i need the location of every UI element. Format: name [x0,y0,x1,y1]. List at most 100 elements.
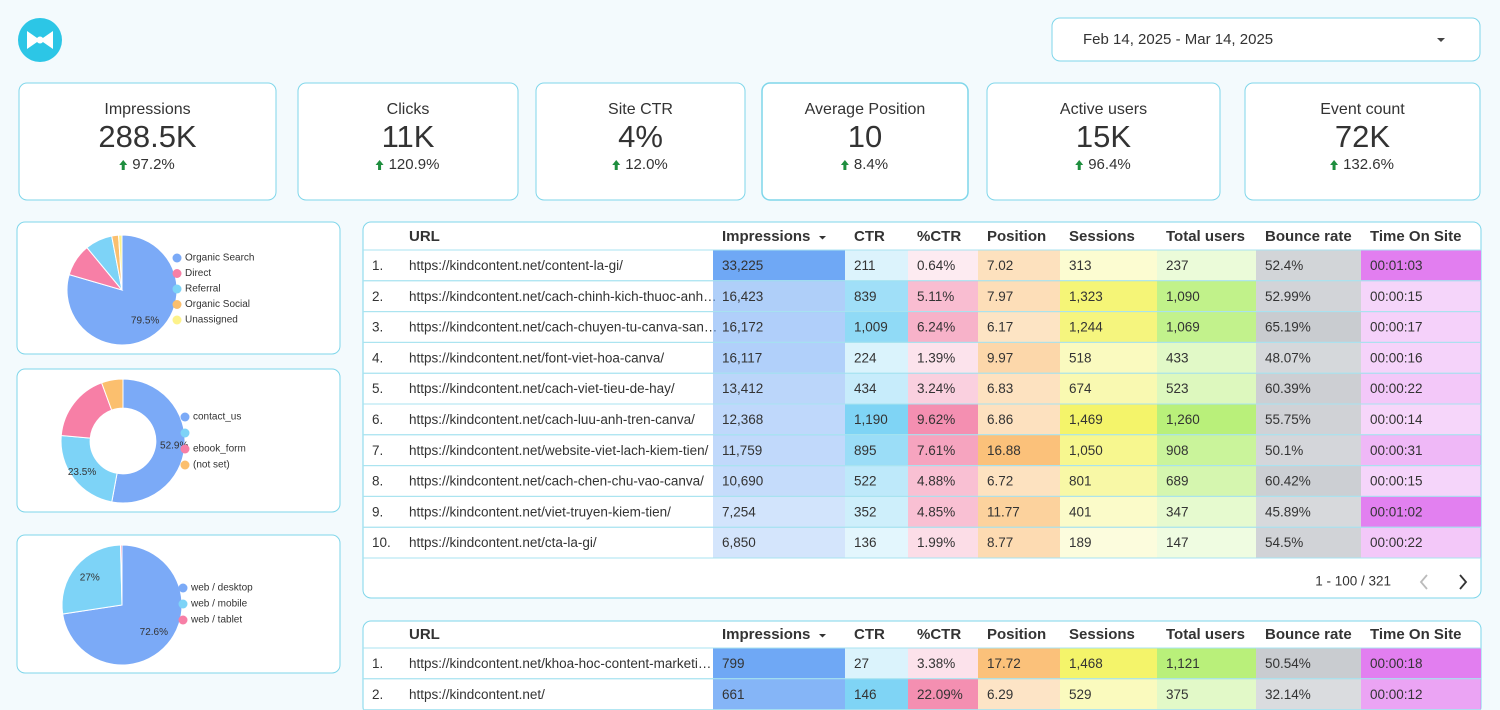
heat-cell [1157,648,1256,679]
kpi-label: Event count [1320,101,1405,118]
column-header[interactable]: Position [987,626,1046,643]
next-page[interactable] [1459,574,1468,590]
column-header[interactable]: %CTR [917,228,961,245]
legend-label: web / tablet [190,615,242,626]
legend-label: Referral [185,284,221,295]
metric-cell: 00:00:22 [1370,535,1423,550]
column-header[interactable]: Sessions [1069,228,1135,245]
pager: 1 - 100 / 321 [1315,574,1391,589]
metric-cell: 45.89% [1265,504,1311,519]
column-header[interactable]: Sessions [1069,626,1135,643]
row-index: 5. [372,381,383,396]
heat-cell [1256,342,1361,374]
metric-cell: 908 [1166,443,1189,458]
row-index: 6. [372,412,383,427]
column-header[interactable]: URL [409,626,440,643]
metric-cell: 6.17 [987,320,1013,335]
heat-cell [1157,465,1256,497]
heat-cell [845,404,908,435]
metric-cell: 60.42% [1265,474,1311,489]
row-index: 9. [372,504,383,519]
metric-cell: 33,225 [722,258,763,273]
legend-label: Direct [185,268,211,279]
up-arrow [1075,160,1084,170]
sort-arrow [819,634,826,638]
kpi-value: 11K [382,119,435,154]
legend-swatch [178,615,188,625]
row-index: 3. [372,320,383,335]
slice-label: 79.5% [131,315,159,326]
heat-cell [978,342,1060,374]
metric-cell: 9.97 [987,350,1013,365]
metric-cell: 1,121 [1166,656,1200,671]
heat-cell [908,434,978,466]
heat-cell [1256,250,1361,281]
legend-label: web / desktop [190,583,253,594]
heat-cell [1157,250,1256,281]
heat-cell [908,404,978,435]
heat-cell [978,527,1060,558]
column-header[interactable]: Time On Site [1370,626,1461,643]
heat-cell [1060,342,1157,374]
heat-cell [908,342,978,374]
metric-cell: 1.39% [917,350,955,365]
heat-cell [1060,404,1157,435]
row-index: 1. [372,258,383,273]
date-picker[interactable]: Feb 14, 2025 - Mar 14, 2025 [1051,17,1481,62]
heat-cell [978,678,1060,710]
column-header[interactable]: Impressions [722,626,810,643]
heat-cell [845,280,908,312]
heat-cell [1256,404,1361,435]
metric-cell: 6.72 [987,474,1013,489]
url-cell: https://kindcontent.net/cach-chuyen-tu-c… [409,320,717,335]
heat-cell [1256,678,1361,710]
metric-cell: 54.5% [1265,535,1303,550]
metric-cell: 7.02 [987,258,1013,273]
column-header[interactable]: URL [409,228,440,245]
column-header[interactable]: Total users [1166,228,1245,245]
heat-cell [1361,280,1481,312]
kpi-value: 15K [1076,119,1131,154]
heat-cell [978,280,1060,312]
pie-slice [119,544,123,606]
column-header[interactable]: Bounce rate [1265,228,1352,245]
heat-cell [1157,373,1256,404]
metric-cell: 1,260 [1166,412,1200,427]
up-arrow [375,160,384,170]
slice-label: 52.9% [160,440,188,451]
slice-label: 27% [80,573,100,584]
heat-cell [1256,373,1361,404]
legend-swatch [180,460,190,470]
column-header[interactable]: Total users [1166,626,1245,643]
url-cell: https://kindcontent.net/content-la-gi/ [409,258,623,273]
column-header[interactable]: Impressions [722,228,810,245]
column-header[interactable]: CTR [854,626,885,643]
metric-cell: 1,323 [1069,289,1103,304]
metric-cell: 1,069 [1166,320,1200,335]
date-range[interactable]: Feb 14, 2025 - Mar 14, 2025 [1083,31,1273,48]
heat-cell [978,465,1060,497]
metric-cell: 839 [854,289,877,304]
column-header[interactable]: Time On Site [1370,228,1461,245]
prev-page[interactable] [1419,574,1428,590]
metric-cell: 9.62% [917,412,955,427]
heat-cell [908,496,978,528]
heat-cell [1256,648,1361,679]
kpi-value: 288.5K [98,119,197,154]
heat-cell [908,311,978,343]
url-cell: https://kindcontent.net/khoa-hoc-content… [409,656,711,671]
kpi-change: 120.9% [389,156,440,173]
metric-cell: 895 [854,443,877,458]
heat-cell [1256,527,1361,558]
column-header[interactable]: %CTR [917,626,961,643]
column-header[interactable]: CTR [854,228,885,245]
metric-cell: 13,412 [722,381,763,396]
metric-cell: 674 [1069,381,1092,396]
column-header[interactable]: Position [987,228,1046,245]
column-header[interactable]: Bounce rate [1265,626,1352,643]
data-table: URL Impressions CTR %CTR Position Sessions Tot… [362,221,1482,599]
heat-cell [845,434,908,466]
metric-cell: 375 [1166,687,1189,702]
metric-cell: 60.39% [1265,381,1311,396]
